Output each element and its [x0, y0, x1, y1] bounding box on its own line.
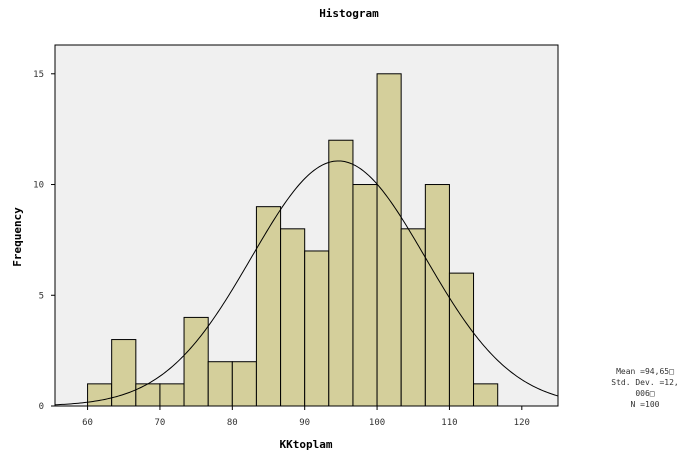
- x-axis-label: KKtoplam: [280, 438, 333, 451]
- x-axis: 60 70 80 90 100 110 120: [82, 406, 530, 428]
- x-tick-label-100: 100: [369, 418, 385, 428]
- y-tick-label-10: 10: [33, 181, 44, 191]
- x-tick-label-70: 70: [155, 418, 166, 428]
- y-axis: 0 5 10 15: [33, 70, 55, 412]
- chart-title: Histogram: [319, 7, 379, 20]
- histogram-bar-16: [448, 272, 475, 407]
- x-tick-label-110: 110: [441, 418, 457, 428]
- histogram-bar-2: [111, 339, 137, 407]
- histogram-bar-12: [352, 184, 378, 407]
- histogram-bar-3: [135, 383, 161, 407]
- histogram-bar-6: [207, 361, 233, 407]
- histogram-bar-9: [280, 228, 306, 407]
- histogram-bar-13: [376, 73, 402, 407]
- stats-std-dev: Std. Dev. =12,: [611, 378, 678, 387]
- y-tick-label-5: 5: [39, 291, 44, 301]
- histogram-bar-10: [304, 250, 330, 407]
- bars-group: [87, 73, 499, 407]
- x-tick-label-120: 120: [514, 418, 530, 428]
- x-tick-label-90: 90: [299, 418, 310, 428]
- x-tick-label-80: 80: [227, 418, 238, 428]
- histogram-bar-11: [328, 139, 354, 407]
- histogram-bar-1: [87, 383, 113, 407]
- stats-std-dev-cont: 006□: [635, 389, 654, 398]
- normal-curve: [54, 160, 559, 406]
- y-axis-label: Frequency: [11, 207, 24, 267]
- y-tick-label-0: 0: [39, 402, 44, 412]
- histogram-bar-17: [473, 383, 499, 407]
- histogram-bar-8: [255, 206, 282, 407]
- y-tick-label-15: 15: [33, 70, 44, 80]
- stats-box: Mean =94,65□ Std. Dev. =12, 006□ N =100: [611, 367, 678, 409]
- histogram-bar-15: [424, 184, 450, 407]
- histogram-bar-4: [159, 383, 185, 407]
- x-tick-label-60: 60: [82, 418, 93, 428]
- stats-n: N =100: [631, 400, 660, 409]
- stats-mean: Mean =94,65□: [616, 367, 674, 376]
- histogram-bar-7: [231, 361, 257, 407]
- histogram-bar-14: [400, 228, 426, 407]
